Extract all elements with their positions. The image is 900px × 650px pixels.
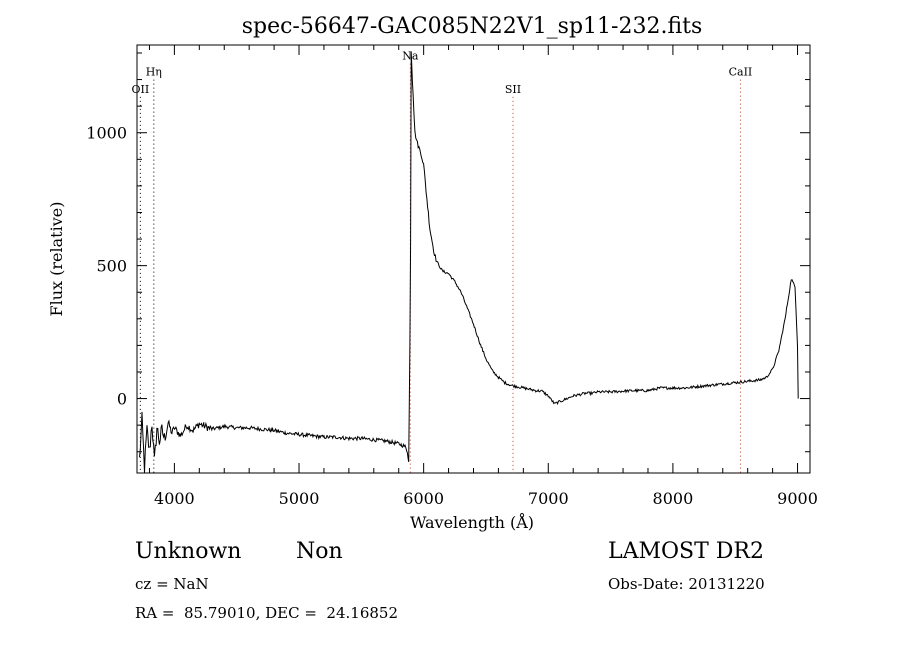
ra-dec: RA = 85.79010, DEC = 24.16852	[135, 604, 399, 622]
axis-ticks: 4000 5000 6000 7000 8000 9000 0 500 1000	[86, 45, 818, 508]
x-tick-label: 7000	[528, 489, 569, 508]
spectral-line-markers: OII Hη Na SII CaII	[132, 50, 753, 473]
redshift-cz: cz = NaN	[135, 575, 209, 593]
spectral-line-label: Na	[402, 50, 419, 63]
y-tick-label: 500	[96, 257, 127, 276]
spectral-line-label: Hη	[146, 66, 162, 79]
chart-title: spec-56647-GAC085N22V1_sp11-232.fits	[242, 14, 703, 39]
spectral-line-label: SII	[505, 83, 521, 96]
object-subclass: Non	[296, 539, 343, 564]
spectral-line-label: CaII	[729, 66, 753, 79]
x-tick-label: 5000	[279, 489, 320, 508]
x-axis-label: Wavelength (Å)	[410, 512, 534, 532]
y-tick-label: 0	[117, 390, 127, 409]
x-tick-label: 4000	[154, 489, 195, 508]
spectral-line-label: OII	[132, 83, 150, 96]
x-tick-label: 6000	[403, 489, 444, 508]
spectrum-line	[139, 51, 799, 473]
x-tick-label: 8000	[653, 489, 694, 508]
y-tick-label: 1000	[86, 124, 127, 143]
object-class: Unknown	[135, 539, 242, 564]
survey-name: LAMOST DR2	[608, 539, 764, 564]
x-tick-label: 9000	[777, 489, 818, 508]
obs-date: Obs-Date: 20131220	[608, 575, 765, 593]
y-axis-label: Flux (relative)	[47, 202, 66, 317]
plot-frame	[136, 44, 811, 474]
